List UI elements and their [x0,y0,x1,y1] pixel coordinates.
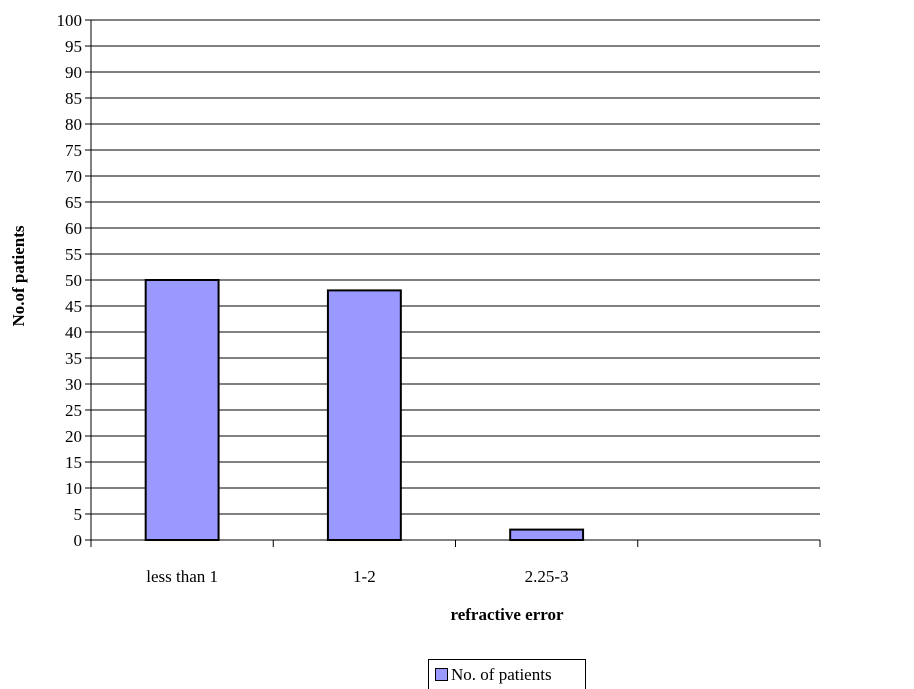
y-tick-label: 85 [65,89,82,108]
y-tick-labels: 0 5 10 15 20 25 30 35 40 45 50 55 60 65 70 75 80 85 90 95 10… [57,11,83,550]
y-tick-label: 50 [65,271,82,290]
x-tick-label: 2.25-3 [525,567,569,586]
y-tick-label: 5 [74,505,83,524]
y-tick-label: 35 [65,349,82,368]
legend-label: No. of patients [451,664,552,684]
y-tick-label: 95 [65,37,82,56]
y-tick-label: 20 [65,427,82,446]
x-tick-label: less than 1 [146,567,218,586]
legend-swatch [435,668,448,681]
x-axis-title: refractive error [450,605,564,624]
bar [326,289,402,541]
y-tick-label: 0 [74,531,83,550]
y-tick-label: 15 [65,453,82,472]
y-tick-label: 55 [65,245,82,264]
x-tick-labels: less than 1 1-2 2.25-3 [146,567,568,586]
legend: No. of patients [428,659,586,689]
y-tick-label: 80 [65,115,82,134]
y-tick-label: 25 [65,401,82,420]
bar [144,279,220,541]
y-tick-label: 30 [65,375,82,394]
y-tick-label: 90 [65,63,82,82]
x-tick-label: 1-2 [353,567,376,586]
y-tick-label: 70 [65,167,82,186]
bars [144,279,585,541]
y-tick-label: 75 [65,141,82,160]
bar [509,528,585,541]
y-tick-label: 10 [65,479,82,498]
y-tick-label: 65 [65,193,82,212]
y-tick-label: 40 [65,323,82,342]
y-tick-label: 45 [65,297,82,316]
y-tick-label: 100 [57,11,83,30]
axes [85,19,821,547]
y-tick-label: 60 [65,219,82,238]
y-axis-title: No.of patients [9,225,28,326]
